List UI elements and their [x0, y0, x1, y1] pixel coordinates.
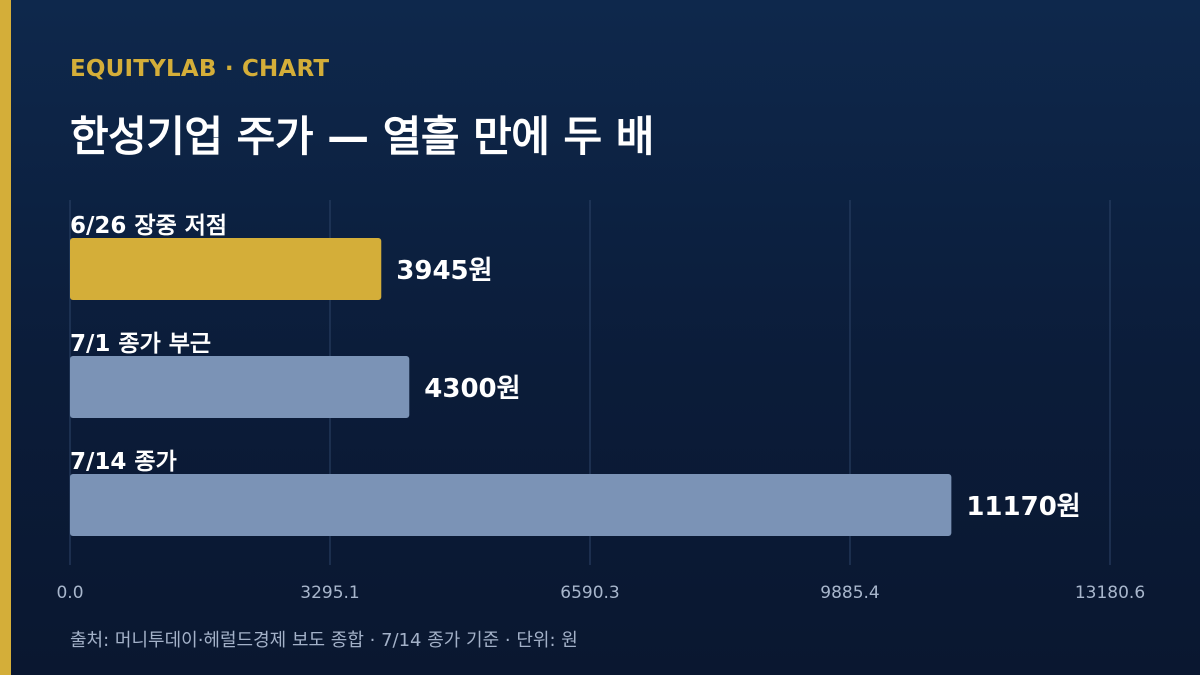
x-tick-label: 13180.6 [1075, 583, 1145, 603]
value-label: 3945원 [396, 256, 492, 286]
value-label: 11170원 [966, 492, 1080, 522]
bar [70, 238, 382, 300]
bar [70, 474, 952, 536]
accent-stripe [0, 0, 11, 675]
value-label: 4300원 [424, 374, 520, 404]
brand-label: EQUITYLAB · CHART [70, 56, 330, 82]
x-tick-label: 3295.1 [300, 583, 359, 603]
chart-title: 한성기업 주가 — 열흘 만에 두 배 [70, 112, 654, 161]
x-tick-label: 0.0 [56, 583, 83, 603]
source-footnote: 출처: 머니투데이·헤럴드경제 보도 종합 · 7/14 종가 기준 · 단위:… [70, 630, 578, 651]
bar [70, 356, 410, 418]
category-label: 7/14 종가 [70, 449, 177, 475]
x-tick-label: 9885.4 [820, 583, 879, 603]
category-label: 6/26 장중 저점 [70, 213, 227, 239]
x-tick-label: 6590.3 [560, 583, 619, 603]
category-label: 7/1 종가 부근 [70, 331, 211, 357]
